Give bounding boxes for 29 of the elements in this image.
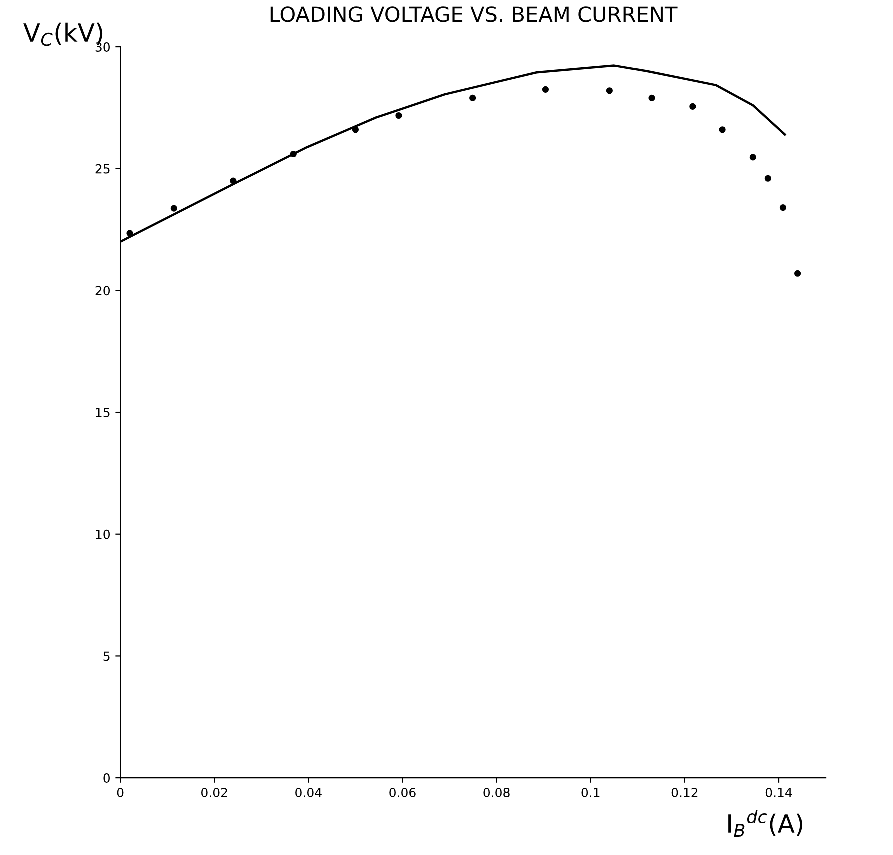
x-tick-label: 0.12: [672, 788, 698, 798]
x-tick-label: 0: [117, 788, 124, 798]
point: [764, 175, 772, 182]
x-tick-label: 0.1: [582, 788, 600, 798]
point: [690, 103, 696, 110]
point: [719, 126, 726, 134]
point: [750, 154, 756, 161]
x-tick-label: 0.04: [296, 788, 322, 798]
y-tick-label: 0: [104, 774, 110, 783]
point: [470, 94, 476, 102]
y-tick-label: 20: [96, 286, 110, 296]
point: [542, 86, 550, 93]
y-tick-label: 5: [104, 652, 110, 662]
point: [794, 270, 802, 277]
point: [780, 204, 787, 212]
y-tick-label: 25: [96, 164, 110, 174]
point: [170, 205, 178, 212]
y-tick-label: 10: [96, 530, 110, 540]
point: [606, 88, 613, 94]
y-tick-label: 15: [96, 408, 110, 418]
chart-title: LOADING VOLTAGE VS. BEAM CURRENT: [270, 6, 678, 22]
point: [648, 94, 656, 102]
point: [396, 112, 402, 120]
x-tick-label: 0.14: [766, 788, 792, 798]
point: [126, 230, 134, 237]
x-tick-label: 0.08: [484, 788, 510, 798]
x-tick-label: 0.02: [202, 788, 228, 798]
x-axis-title: I$_{B}$$^{dc}$(A): [728, 810, 803, 837]
x-tick-label: 0.06: [390, 788, 416, 798]
